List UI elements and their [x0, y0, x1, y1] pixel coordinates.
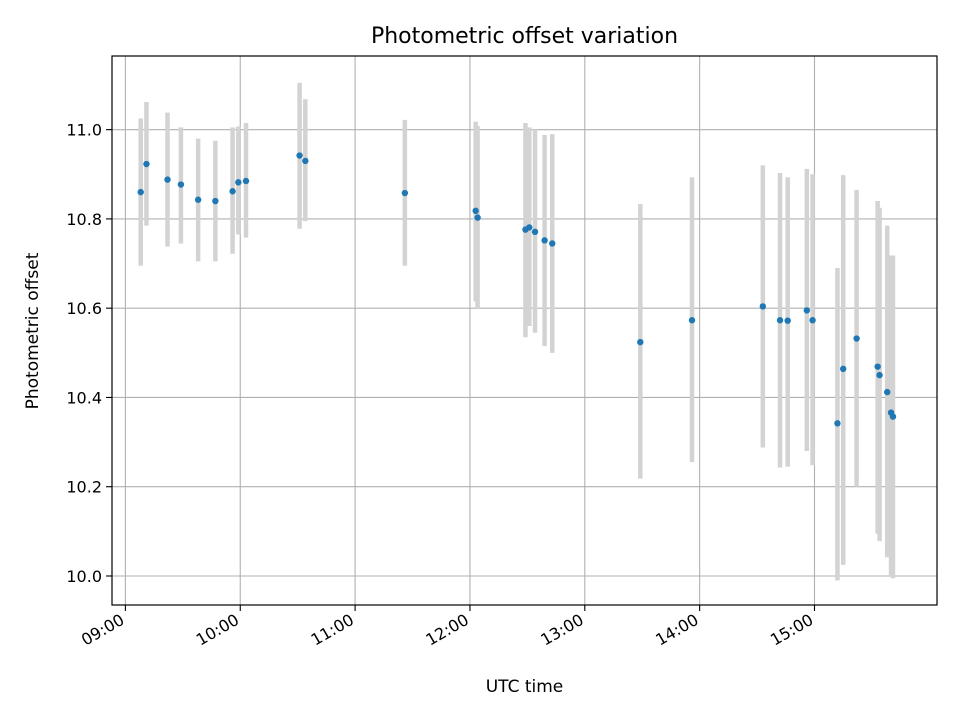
data-point: [302, 157, 309, 165]
data-point: [401, 189, 409, 197]
data-point: [474, 214, 481, 221]
data-point: [889, 413, 897, 420]
data-point: [194, 196, 202, 203]
data-point: [637, 338, 644, 346]
y-tick-label: 10.0: [66, 567, 102, 586]
x-axis-label: UTC time: [486, 677, 564, 697]
y-tick-label: 10.8: [66, 210, 102, 229]
y-axis-label: Photometric offset: [23, 252, 43, 409]
data-point: [177, 181, 185, 188]
data-point: [776, 317, 784, 324]
data-point: [472, 207, 479, 215]
y-tick-label: 10.6: [66, 299, 102, 318]
y-tick-label: 10.2: [66, 478, 102, 497]
y-tick-label: 10.4: [66, 388, 102, 407]
data-point: [526, 224, 533, 231]
data-point: [840, 365, 847, 373]
plot-frame: [111, 55, 938, 606]
y-axis-ticks: 10.0 10.2 10.4 10.6 10.8 11.0: [66, 121, 112, 586]
data-point: [874, 363, 881, 370]
data-point: [137, 188, 144, 196]
data-point: [541, 237, 548, 244]
data-point: [688, 317, 696, 324]
data-point: [549, 240, 556, 247]
data-point: [296, 152, 303, 159]
data-point: [235, 179, 242, 186]
data-point: [759, 303, 767, 310]
data-point: [212, 197, 219, 205]
y-tick-label: 11.0: [66, 121, 102, 140]
data-point: [803, 307, 811, 314]
data-point: [143, 160, 150, 168]
chart-title: Photometric offset variation: [371, 24, 678, 49]
data-point: [242, 177, 250, 185]
data-point: [853, 335, 860, 342]
data-point: [229, 188, 236, 195]
data-point: [809, 317, 816, 324]
data-point: [164, 176, 171, 183]
data-point: [531, 228, 539, 236]
data-point: [884, 388, 891, 396]
data-point: [834, 420, 841, 427]
data-points: [137, 152, 897, 427]
data-point: [876, 371, 883, 379]
data-point: [784, 317, 791, 324]
